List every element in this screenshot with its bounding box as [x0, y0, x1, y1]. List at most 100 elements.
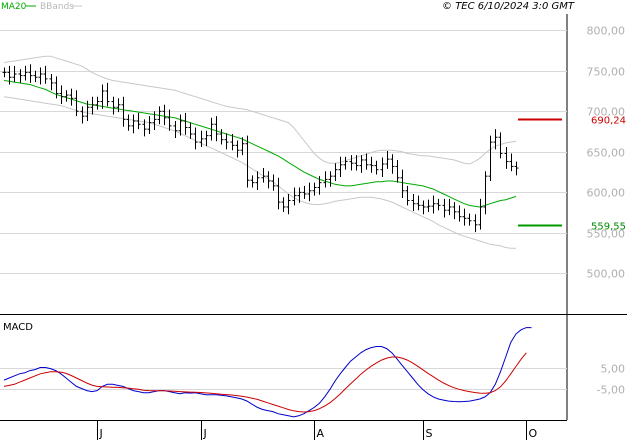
macd-panel-title: MACD — [3, 322, 33, 333]
ohlc-bar — [514, 161, 519, 176]
ohlc-bar — [204, 130, 209, 147]
ohlc-bar — [12, 65, 17, 83]
x-tick-label: J — [99, 427, 103, 440]
ohlc-bar — [436, 198, 441, 211]
ohlc-bar — [199, 130, 204, 147]
ohlc-bar — [447, 198, 452, 216]
ohlc-bar — [59, 85, 64, 104]
ohlc-bar — [178, 114, 183, 136]
legend: MA20 BBands — [1, 2, 82, 12]
ohlc-bar — [462, 208, 467, 226]
macd-y-tick-labels: 5,00 -5,00 — [597, 363, 625, 397]
ohlc-bar — [121, 96, 126, 127]
ohlc-bar — [426, 199, 431, 212]
ma20-line — [3, 80, 517, 208]
ohlc-bar — [43, 65, 48, 84]
ohlc-bar — [261, 168, 266, 183]
price-panel: 500,00 550,00 600,00 650,00 700,00 750,00 800,… — [0, 14, 627, 315]
ohlc-bar — [54, 76, 59, 99]
ohlc-bar — [421, 200, 426, 215]
ohlc-bar — [7, 65, 12, 85]
ohlc-bar — [162, 104, 167, 126]
ohlc-bar — [400, 169, 405, 199]
ohlc-bar — [380, 157, 385, 177]
macd-y-tick-label: 5,00 — [601, 363, 626, 376]
price-y-tick-labels: 500,00 550,00 600,00 650,00 700,00 750,00 800,… — [587, 25, 626, 281]
ohlc-bar — [509, 153, 514, 172]
ohlc-bar — [214, 116, 219, 142]
legend-ma20-label: MA20 — [1, 2, 27, 12]
ohlc-bar — [69, 88, 74, 106]
ohlc-bar — [105, 82, 110, 107]
ohlc-bar — [90, 96, 95, 115]
signal-line — [3, 352, 527, 413]
ohlc-bar — [33, 70, 38, 83]
ohlc-bar — [457, 205, 462, 222]
ohlc-bar — [131, 114, 136, 134]
ohlc-bar — [152, 111, 157, 130]
ohlc-bar — [2, 67, 7, 78]
ohlc-bar — [478, 198, 483, 230]
ohlc-bar — [230, 134, 235, 151]
ohlc-bar — [317, 176, 322, 195]
ohlc-bar — [188, 122, 193, 139]
ohlc-bar — [483, 171, 488, 215]
ohlc-bar — [276, 177, 281, 210]
ohlc-bar — [354, 155, 359, 171]
ohlc-bar — [498, 132, 503, 159]
ohlc-bar — [333, 163, 338, 182]
ohlc-bar — [504, 146, 509, 169]
ohlc-bar — [385, 151, 390, 169]
macd-lines — [3, 327, 532, 418]
ohlc-bar — [452, 202, 457, 220]
ohlc-bar — [488, 135, 493, 182]
ohlc-bar — [245, 135, 250, 188]
ohlc-bar — [250, 175, 255, 188]
ohlc-bar — [219, 129, 224, 145]
x-tick-label: O — [529, 427, 538, 440]
ohlc-bar — [467, 213, 472, 226]
ohlc-bar — [100, 84, 105, 109]
ohlc-bar — [85, 100, 90, 122]
ohlc-bar — [281, 197, 286, 212]
ohlc-bar — [240, 137, 245, 156]
ohlc-bar — [271, 174, 276, 191]
ohlc-bar — [116, 98, 121, 113]
ohlc-bar — [349, 155, 354, 171]
ohlc-bar — [255, 171, 260, 190]
ohlc-bar — [95, 96, 100, 110]
ohlc-bar — [364, 153, 369, 170]
ohlc-bar — [338, 156, 343, 177]
ohlc-bar — [147, 116, 152, 134]
resistance-level-label: 690,24 — [591, 116, 626, 127]
ohlc-bar — [431, 195, 436, 214]
ohlc-bar — [80, 106, 85, 124]
ohlc-bar — [411, 194, 416, 212]
ohlc-bar — [493, 129, 498, 150]
ohlc-bar — [416, 195, 421, 211]
ohlc-bar — [111, 96, 116, 115]
bollinger-bands — [3, 55, 517, 249]
ohlc-bar — [224, 133, 229, 150]
ohlc-bar — [167, 109, 172, 131]
price-gridlines — [0, 30, 567, 274]
ohlc-bar — [18, 69, 23, 83]
ohlc-bar — [74, 90, 79, 117]
legend-bbands-label: BBands — [40, 2, 74, 12]
x-tick-label: J — [203, 427, 207, 440]
macd-gridlines — [0, 368, 567, 390]
ohlc-bar — [312, 182, 317, 196]
price-y-tick-label: 750,00 — [587, 66, 626, 79]
ohlc-bar — [359, 155, 364, 173]
copyright-text: © TEC 6/10/2024 3:0 GMT — [442, 1, 575, 12]
ohlc-bar — [297, 187, 302, 203]
x-tick-label: A — [317, 427, 325, 440]
price-y-tick-label: 650,00 — [587, 147, 626, 160]
ohlc-bar — [473, 214, 478, 233]
ohlc-bar — [28, 64, 33, 83]
ohlc-bar — [395, 159, 400, 183]
ohlc-bar — [183, 112, 188, 135]
ohlc-bar — [369, 156, 374, 173]
price-y-tick-label: 550,00 — [587, 228, 626, 241]
